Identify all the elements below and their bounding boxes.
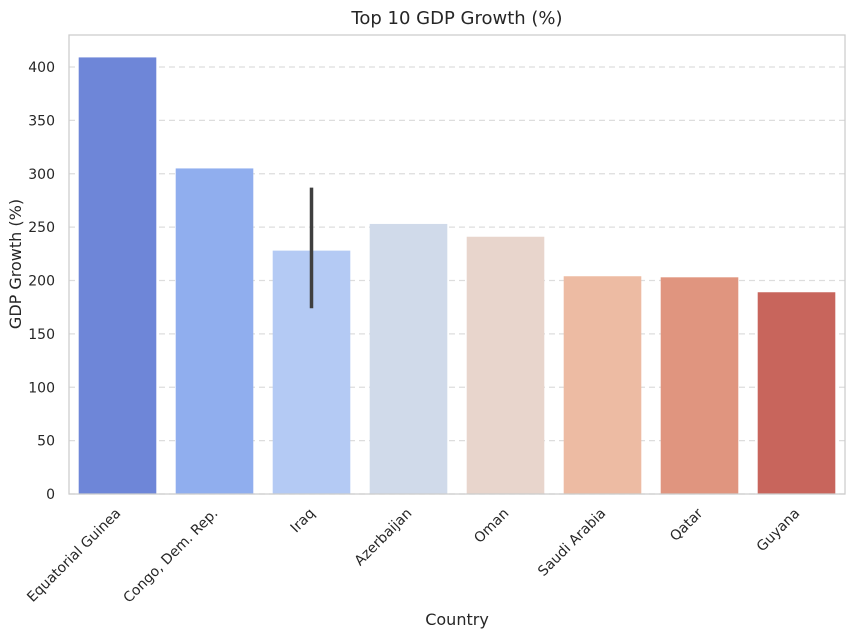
x-tick-label: Guyana xyxy=(754,506,804,556)
y-axis-title: GDP Growth (%) xyxy=(6,199,25,329)
bar xyxy=(78,57,157,494)
x-tick-label: Equatorial Guinea xyxy=(24,506,124,606)
y-tick-label: 0 xyxy=(46,487,55,503)
plot-frame xyxy=(68,34,846,495)
bars xyxy=(78,57,836,495)
y-tick-labels: 0 50 100 150 200 250 300 350 400 xyxy=(28,60,55,503)
x-tick-label: Congo, Dem. Rep. xyxy=(121,506,222,607)
y-tick-label: 200 xyxy=(28,274,55,290)
x-tick-label: Azerbaijan xyxy=(352,506,416,570)
x-tick-label: Qatar xyxy=(667,505,706,544)
bar xyxy=(369,223,448,495)
bar xyxy=(466,236,545,494)
y-tick-label: 100 xyxy=(28,380,55,396)
bar xyxy=(175,168,254,494)
y-tick-label: 50 xyxy=(37,434,55,450)
y-tick-label: 400 xyxy=(28,60,55,76)
x-tick-label: Saudi Arabia xyxy=(535,506,609,580)
y-tick-label: 250 xyxy=(28,220,55,236)
x-axis-title: Country xyxy=(425,610,489,629)
chart-title: Top 10 GDP Growth (%) xyxy=(350,8,562,29)
bar xyxy=(660,277,739,494)
bar xyxy=(563,276,642,494)
y-tick-label: 150 xyxy=(28,327,55,343)
y-tick-label: 300 xyxy=(28,167,55,183)
x-tick-label: Iraq xyxy=(288,506,319,537)
y-tick-label: 350 xyxy=(28,113,55,129)
x-tick-label: Oman xyxy=(471,506,512,547)
bar xyxy=(757,292,836,494)
